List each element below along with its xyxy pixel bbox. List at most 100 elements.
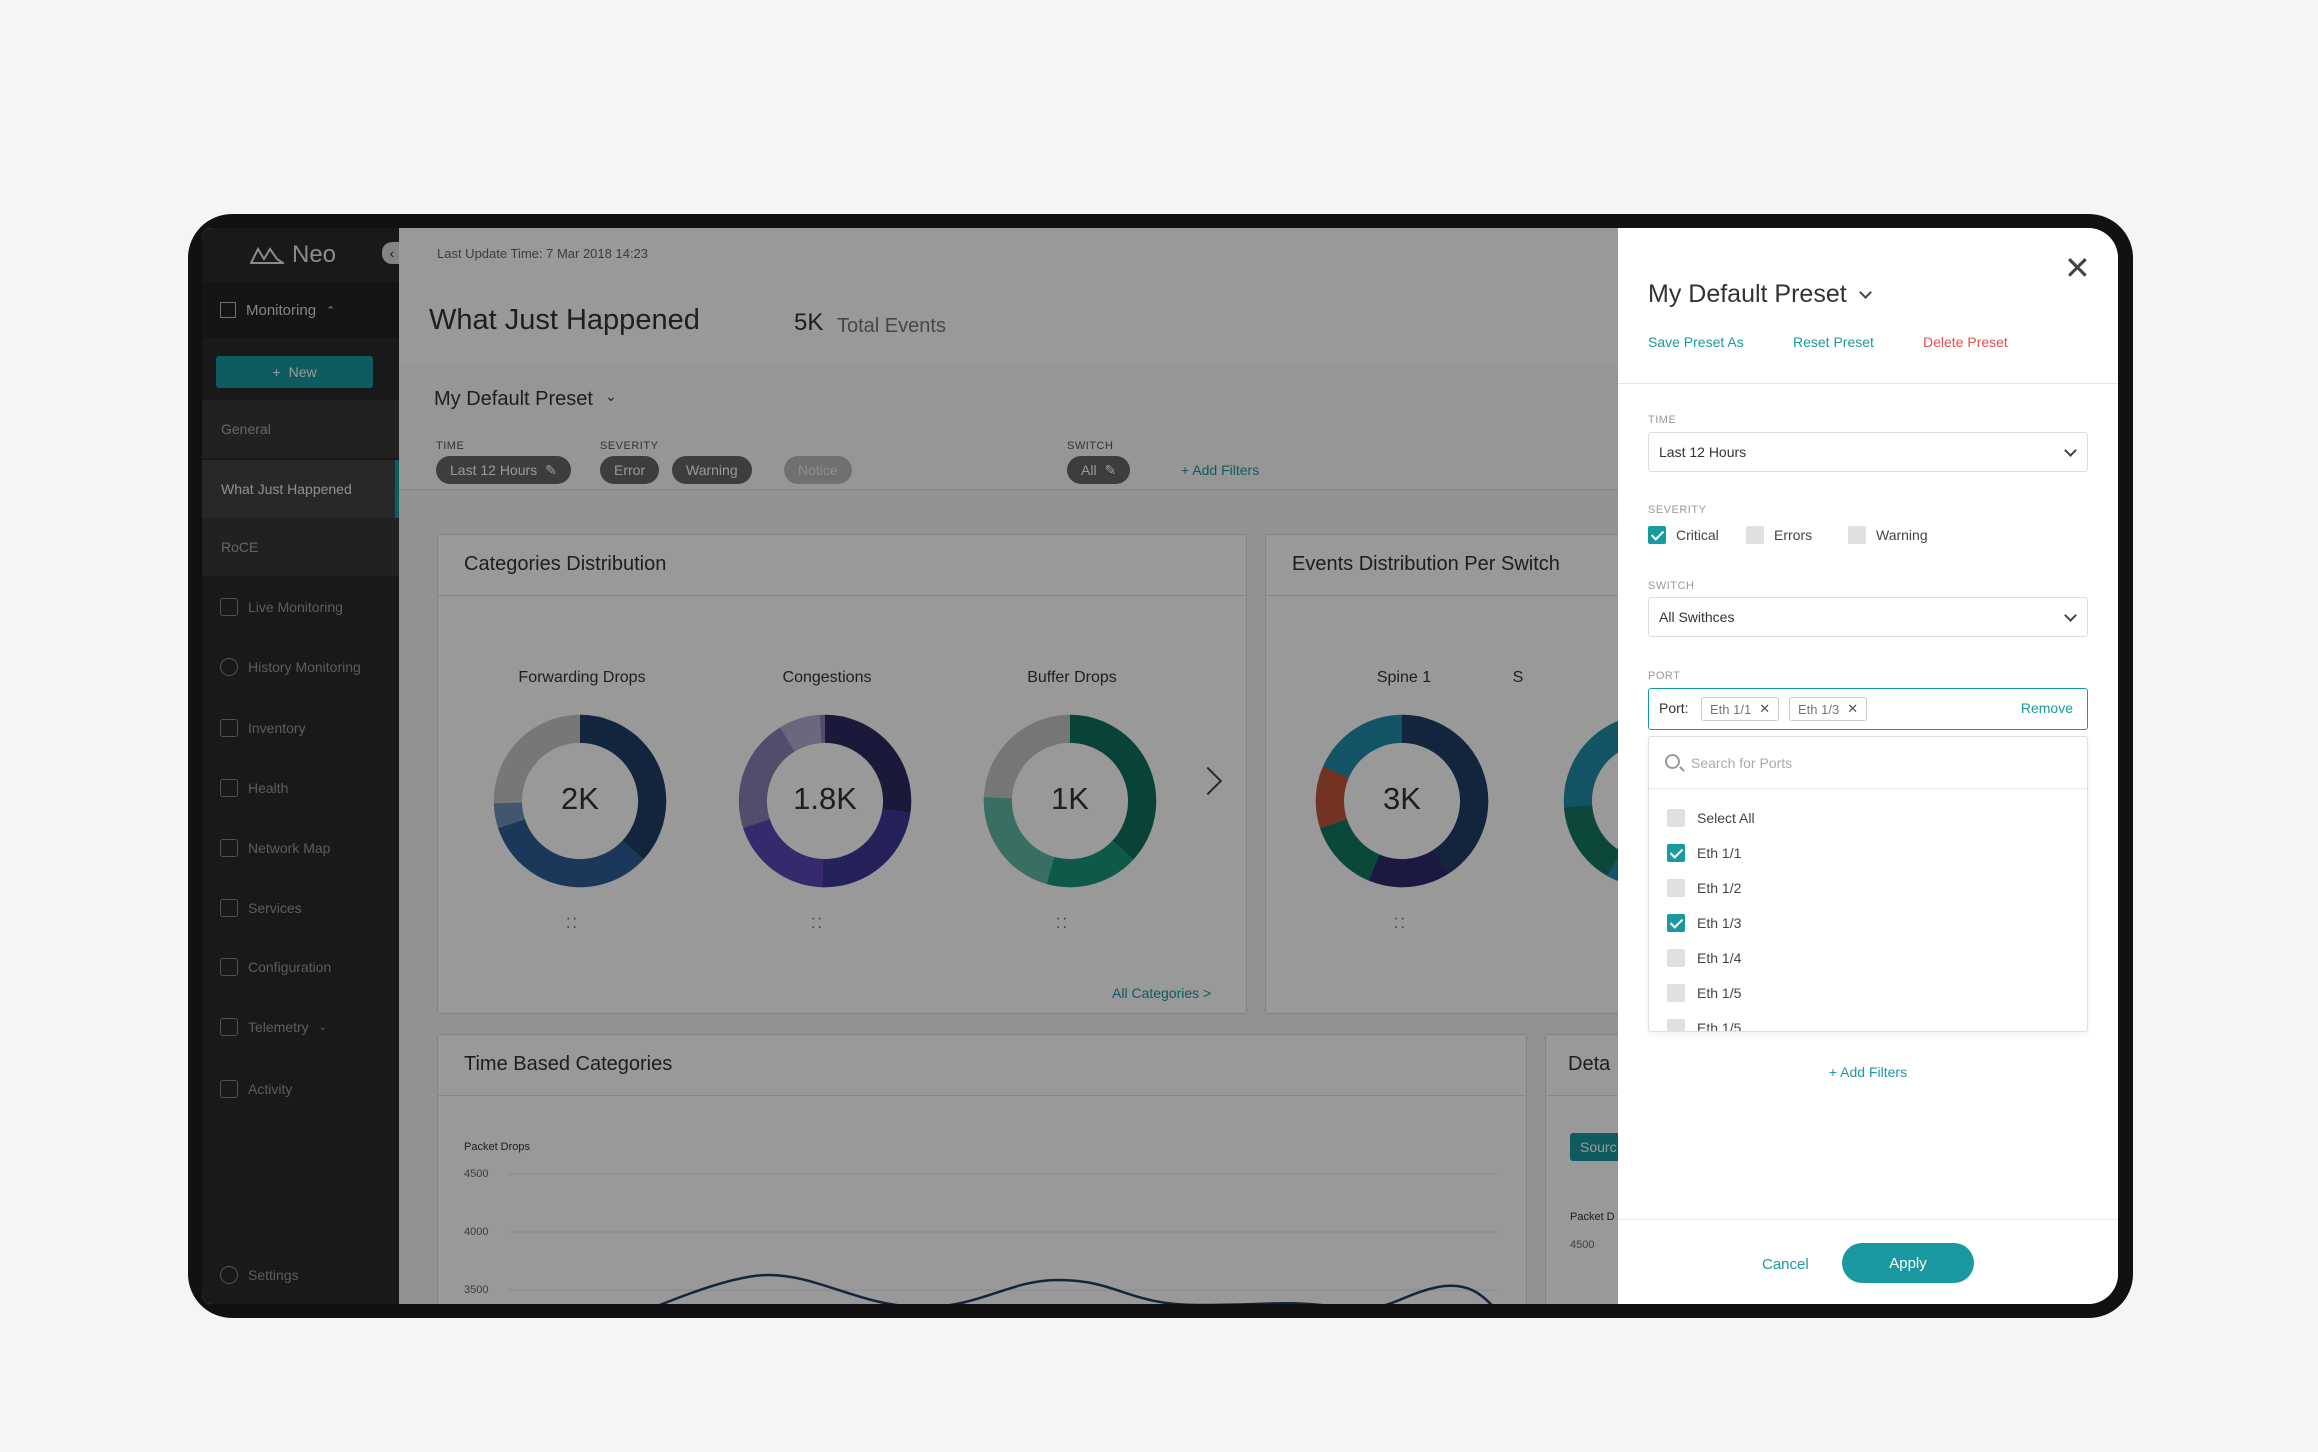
sidebar-item-services[interactable]: Services <box>220 899 302 917</box>
port-search-input[interactable]: Search for Ports <box>1649 737 2087 789</box>
new-button[interactable]: + New <box>216 356 373 388</box>
delete-preset-link[interactable]: Delete Preset <box>1923 334 2008 350</box>
drag-handle-icon[interactable]: ⁚⁚ <box>811 915 824 931</box>
panel-footer-divider <box>1618 1219 2118 1220</box>
add-filters-link[interactable]: + Add Filters <box>1181 462 1260 478</box>
port-option-select-all[interactable]: Select All <box>1667 809 1755 827</box>
events-per-switch-card: Events Distribution Per Switch Spine 1 S… <box>1265 534 1737 1014</box>
time-filter-chip[interactable]: Last 12 Hours ✎ <box>436 456 571 484</box>
sidebar-item-live-monitoring[interactable]: Live Monitoring <box>220 598 343 616</box>
sidebar-item-what-just-happened[interactable]: What Just Happened <box>202 460 399 518</box>
donut-value: 1K <box>1051 781 1089 816</box>
chevron-up-icon: ⌃ <box>326 304 336 317</box>
donut-label: Congestions <box>782 669 872 686</box>
packet-drops-series-line <box>658 1273 1493 1304</box>
filter-bar: My Default Preset ⌄ TIME SEVERITY SWITCH … <box>399 366 1618 490</box>
brand-name: Neo <box>292 241 337 268</box>
port-label: PORT <box>1648 670 1681 682</box>
pencil-icon: ✎ <box>545 461 557 478</box>
neo-logo-icon <box>250 246 284 264</box>
sliders-icon <box>220 958 238 976</box>
source-button[interactable]: Sourc <box>1570 1133 1627 1161</box>
sidebar-item-health[interactable]: Health <box>220 779 288 797</box>
panel-add-filters-link[interactable]: + Add Filters <box>1828 1064 1908 1080</box>
forwarding-drops-donut[interactable] <box>492 713 668 889</box>
time-filter-label: TIME <box>436 440 465 452</box>
preset-side-panel: ✕ My Default Preset Save Preset As Reset… <box>1618 228 2118 1304</box>
collapse-sidebar-button[interactable]: ‹ <box>382 242 402 264</box>
card-title: Time Based Categories <box>464 1053 673 1075</box>
severity-warning-checkbox[interactable]: Warning <box>1848 526 1928 544</box>
port-option-eth-1-3[interactable]: Eth 1/3 <box>1667 914 1741 932</box>
buffer-drops-donut[interactable] <box>982 713 1158 889</box>
port-option-eth-1-4[interactable]: Eth 1/4 <box>1667 949 1741 967</box>
severity-filter-label: SEVERITY <box>600 440 659 452</box>
sidebar-item-general[interactable]: General <box>202 400 399 458</box>
cancel-button[interactable]: Cancel <box>1762 1256 1809 1273</box>
port-input[interactable]: Port: Eth 1/1 ✕ Eth 1/3 ✕ Remove <box>1648 688 2088 730</box>
severity-chip-error[interactable]: Error <box>600 456 660 484</box>
plus-icon: + <box>272 364 281 380</box>
monitoring-label: Monitoring <box>246 301 317 319</box>
switch-filter-chip[interactable]: All ✎ <box>1067 456 1131 484</box>
spine-1-donut[interactable] <box>1314 713 1490 889</box>
port-option-eth-1-2[interactable]: Eth 1/2 <box>1667 879 1741 897</box>
preset-selector[interactable]: My Default Preset ⌄ <box>434 388 617 410</box>
sidebar-item-settings[interactable]: Settings <box>220 1266 299 1284</box>
drag-handle-icon[interactable]: ⁚⁚ <box>566 915 579 931</box>
last-update-bar: Last Update Time: 7 Mar 2018 14:23 <box>399 228 1618 280</box>
drag-handle-icon[interactable]: ⁚⁚ <box>1394 915 1407 931</box>
total-events-label: Total Events <box>837 315 946 337</box>
health-icon <box>220 779 238 797</box>
card-divider <box>438 1095 1526 1096</box>
port-option-eth-1-5-b[interactable]: Eth 1/5 <box>1667 1019 1741 1031</box>
severity-critical-checkbox[interactable]: Critical <box>1648 526 1719 544</box>
modal-backdrop[interactable] <box>202 228 1618 1304</box>
checkbox-checked-icon <box>1667 914 1685 932</box>
remove-tag-icon[interactable]: ✕ <box>1847 701 1859 716</box>
history-icon <box>220 658 238 676</box>
save-preset-as-link[interactable]: Save Preset As <box>1648 334 1744 350</box>
packet-drops-line-chart <box>508 1173 1498 1304</box>
sidebar-item-history-monitoring[interactable]: History Monitoring <box>220 658 361 676</box>
monitoring-section[interactable]: Monitoring ⌃ <box>202 282 399 338</box>
switch-select[interactable]: All Swithces <box>1648 597 2088 637</box>
severity-chip-notice[interactable]: Notice <box>784 456 852 484</box>
main-content: Last Update Time: 7 Mar 2018 14:23 What … <box>399 228 1745 1304</box>
y-tick: 3500 <box>464 1284 489 1296</box>
pencil-icon: ✎ <box>1104 461 1117 478</box>
port-option-eth-1-1[interactable]: Eth 1/1 <box>1667 844 1741 862</box>
remove-ports-link[interactable]: Remove <box>2020 700 2073 716</box>
switch-label: SWITCH <box>1648 580 1695 592</box>
donut-label: Forwarding Drops <box>518 669 646 686</box>
time-select[interactable]: Last 12 Hours <box>1648 432 2088 472</box>
port-option-eth-1-5[interactable]: Eth 1/5 <box>1667 984 1741 1002</box>
remove-tag-icon[interactable]: ✕ <box>1759 701 1771 716</box>
severity-chip-warning[interactable]: Warning <box>672 456 752 484</box>
drag-handle-icon[interactable]: ⁚⁚ <box>1056 915 1069 931</box>
sidebar-item-configuration[interactable]: Configuration <box>220 958 331 976</box>
chevron-down-icon: ⌄ <box>318 1021 328 1033</box>
sidebar-item-activity[interactable]: Activity <box>220 1080 292 1098</box>
time-label: TIME <box>1648 414 1677 426</box>
sidebar-item-roce[interactable]: RoCE <box>202 518 399 576</box>
checkbox-icon <box>1667 984 1685 1002</box>
sidebar-item-telemetry[interactable]: Telemetry ⌄ <box>220 1018 327 1036</box>
all-categories-link[interactable]: All Categories > <box>1112 985 1212 1001</box>
checkbox-icon <box>1746 526 1764 544</box>
gear-icon <box>220 1266 238 1284</box>
congestions-donut[interactable] <box>737 713 913 889</box>
y-tick: 4500 <box>1570 1239 1595 1251</box>
checkbox-icon <box>1667 949 1685 967</box>
severity-errors-checkbox[interactable]: Errors <box>1746 526 1812 544</box>
panel-preset-selector[interactable]: My Default Preset <box>1648 280 1872 309</box>
checkbox-icon <box>1667 1019 1685 1031</box>
donut-label: S <box>1512 669 1524 686</box>
apply-button[interactable]: Apply <box>1842 1243 1974 1283</box>
sidebar-item-network-map[interactable]: Network Map <box>220 839 330 857</box>
page-title: What Just Happened <box>429 304 700 336</box>
close-icon[interactable]: ✕ <box>2064 250 2091 286</box>
checkbox-icon <box>1667 809 1685 827</box>
sidebar-item-inventory[interactable]: Inventory <box>220 719 306 737</box>
reset-preset-link[interactable]: Reset Preset <box>1793 334 1874 350</box>
